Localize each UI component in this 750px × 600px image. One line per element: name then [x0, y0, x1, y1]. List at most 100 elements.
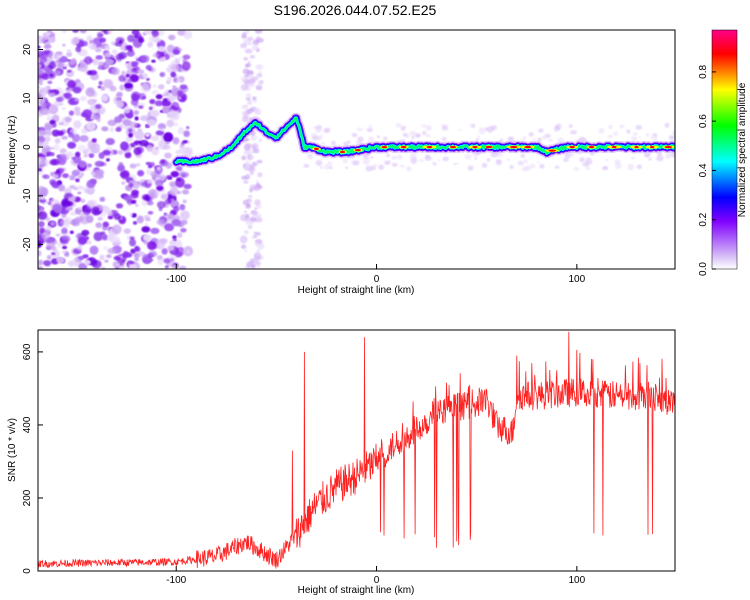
spectrogram-noise-cell: [528, 132, 534, 137]
spectrogram-noise-cell: [84, 259, 91, 265]
spectrogram-noise-cell: [158, 206, 163, 212]
spectrogram-noise-cell: [179, 171, 190, 178]
spectrogram-noise-cell: [517, 160, 524, 165]
spectrogram-noise-cell: [250, 135, 258, 141]
spectrogram-noise-cell: [66, 49, 72, 53]
colorbar-tick-label: 0.8: [698, 64, 709, 78]
spectrogram-noise-cell: [630, 135, 638, 142]
spectrogram-noise-cell: [248, 74, 254, 81]
spectrogram-noise-cell: [441, 125, 449, 131]
spectrogram-noise-cell: [484, 127, 489, 131]
spectrogram-noise-cell: [97, 216, 103, 221]
spectrogram-noise-cell: [383, 160, 391, 165]
spectrogram-noise-cell: [64, 251, 70, 257]
spectrogram-noise-cell: [132, 220, 138, 225]
spectrogram-noise-cell: [92, 114, 100, 120]
spectrogram-noise-cell: [72, 86, 82, 94]
spectrogram-noise-cell: [73, 120, 82, 129]
spectrogram-noise-cell: [121, 181, 126, 185]
spectrogram-noise-cell: [109, 127, 115, 133]
spectrogram-noise-cell: [43, 44, 52, 49]
spectrogram-noise-cell: [105, 158, 110, 162]
spectrogram-noise-cell: [671, 130, 675, 136]
spectrogram-noise-cell: [183, 183, 192, 190]
spectrogram-noise-cell: [51, 158, 60, 166]
spectrogram-noise-cell: [112, 224, 122, 235]
spectrogram-noise-cell: [151, 90, 160, 96]
spectrogram-noise-cell: [46, 32, 51, 36]
spectrogram-noise-cell: [172, 49, 180, 55]
spectrogram-noise-cell: [53, 114, 59, 120]
spectrogram-noise-cell: [409, 130, 417, 136]
spectrogram-noise-cell: [150, 135, 160, 142]
spectrogram-noise-cell: [95, 104, 102, 109]
spectrogram-noise-cell: [146, 119, 157, 126]
spectrogram-noise-cell: [137, 251, 145, 257]
spectrogram-noise-cell: [520, 153, 526, 159]
spectrogram-noise-cell: [141, 55, 150, 63]
spectrogram-noise-cell: [145, 161, 151, 166]
spectrogram-noise-cell: [605, 158, 609, 162]
spectrogram-noise-cell: [79, 30, 87, 34]
spectrogram-noise-cell: [244, 48, 253, 54]
spectrogram-noise-cell: [249, 188, 253, 193]
spectrogram-noise-cell: [104, 44, 111, 51]
spectrogram-noise-cell: [38, 74, 42, 80]
spectrogram-noise-cell: [647, 157, 653, 161]
spectrogram-noise-cell: [133, 181, 139, 187]
spectrogram-noise-cell: [522, 136, 527, 140]
spectrogram-noise-cell: [428, 156, 433, 161]
spectrogram-noise-cell: [181, 189, 190, 195]
spectrogram-noise-cell: [168, 176, 173, 180]
spectrogram-noise-cell: [638, 136, 642, 139]
spectrogram-noise-cell: [257, 172, 263, 178]
spectrogram-noise-cell: [146, 144, 153, 152]
spectrogram-noise-cell: [251, 161, 259, 167]
spectrogram-noise-cell: [635, 124, 642, 130]
spectrogram-noise-cell: [100, 231, 106, 235]
spectrogram-noise-cell: [246, 261, 254, 268]
spectrogram-noise-cell: [101, 94, 109, 102]
spectrogram-noise-cell: [245, 138, 250, 142]
spectrogram-noise-cell: [73, 106, 81, 113]
spectrogram-noise-cell: [164, 198, 173, 205]
spectrogram-noise-cell: [179, 146, 188, 155]
spectrogram-noise-cell: [245, 173, 250, 178]
spectrogram-noise-cell: [140, 83, 151, 93]
spectrogram-noise-cell: [62, 246, 67, 250]
spectrogram-noise-cell: [171, 219, 182, 227]
spectrogram-noise-cell: [113, 96, 122, 105]
spectrogram-noise-cell: [241, 32, 247, 38]
spectrogram-noise-cell: [156, 185, 164, 191]
spectrogram-noise-cell: [49, 120, 56, 125]
spectrogram-noise-cell: [351, 132, 358, 138]
spectrogram-noise-cell: [323, 164, 329, 170]
spectrogram-noise-cell: [92, 58, 99, 66]
spectrogram-noise-cell: [65, 151, 74, 159]
spectrogram-noise-cell: [245, 108, 251, 114]
spectrogram-noise-cell: [160, 193, 168, 200]
spectrogram-noise-cell: [179, 84, 188, 90]
spectrogram-noise-cell: [245, 213, 250, 219]
spectrogram-noise-cell: [170, 71, 177, 78]
spectrogram-noise-cell: [144, 223, 149, 226]
spectrogram-noise-cell: [62, 66, 67, 70]
spectrogram-noise-cell: [183, 30, 193, 40]
spectrogram-noise-cell: [342, 141, 349, 147]
spectrogram-noise-cell: [106, 254, 112, 259]
spectrogram-noise-cell: [537, 137, 542, 143]
spectrogram-noise-cell: [112, 49, 118, 55]
spectrogram-noise-cell: [247, 36, 254, 41]
spectrogram-noise-cell: [148, 106, 153, 111]
snr-frame: [37, 329, 676, 572]
spectrogram-noise-cell: [368, 136, 375, 143]
spectrogram-noise-cell: [253, 107, 260, 114]
spectrogram-noise-cell: [49, 179, 57, 186]
spectrogram-noise-cell: [249, 54, 256, 59]
spectrogram-noise-cell: [161, 248, 168, 255]
spectrogram-noise-cell: [327, 161, 333, 167]
spectrogram-noise-cell: [589, 160, 593, 165]
spectrogram-noise-cell: [95, 222, 103, 229]
spectrogram-noise-cell: [425, 125, 432, 131]
spectrogram-noise-cell: [244, 73, 250, 78]
